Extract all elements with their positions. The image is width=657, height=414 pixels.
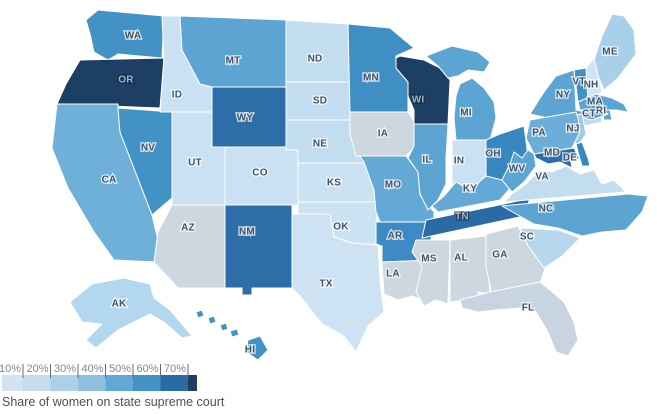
legend-tick-label-30%: 30% [54,363,76,375]
state-az[interactable] [153,204,226,289]
legend-tick-label-20%: 20% [26,363,48,375]
legend-tick-label-60%: 60% [136,363,158,375]
state-ak[interactable] [69,277,193,349]
legend-swatch-6 [160,375,188,391]
state-ia[interactable] [349,111,417,157]
state-tx[interactable] [291,213,385,353]
state-ks[interactable] [297,162,377,203]
state-me[interactable] [593,13,637,91]
state-hi[interactable] [245,335,269,361]
state-sd[interactable] [285,81,353,121]
state-va[interactable] [503,165,627,203]
state-hi[interactable] [207,315,217,325]
state-ms[interactable] [411,239,451,307]
state-nd[interactable] [285,19,351,83]
state-wa[interactable] [85,9,165,61]
legend-swatch-1 [23,375,51,391]
legend-tick-label-70%: 70% [164,363,186,375]
state-il[interactable] [407,123,449,211]
legend-swatch-7 [188,375,197,391]
legend-swatch-4 [105,375,133,391]
state-mi[interactable] [425,45,491,79]
state-or[interactable] [56,57,165,109]
legend-tick-label-10%: 10% [0,363,21,375]
state-nc[interactable] [501,193,649,237]
state-hi[interactable] [195,309,205,319]
state-hi[interactable] [219,322,229,332]
legend-swatch-0 [2,375,23,391]
state-pa[interactable] [525,111,581,155]
legend-swatch-2 [50,375,78,391]
state-md[interactable] [533,147,581,169]
state-fl[interactable] [459,281,579,357]
state-mi[interactable] [453,77,497,141]
state-nm[interactable] [224,204,293,296]
state-mt[interactable] [179,15,287,88]
state-sc[interactable] [519,227,581,269]
state-de[interactable] [575,141,591,167]
legend-caption: Share of women on state supreme court [2,395,225,409]
legend-tick-label-50%: 50% [109,363,131,375]
state-wi[interactable] [395,55,451,125]
state-ky[interactable] [431,175,513,213]
state-co[interactable] [224,146,299,206]
legend-scale: 10% 20% 30% 40% 50% 60% 70% [0,363,197,391]
state-wy[interactable] [211,86,299,148]
state-ga[interactable] [485,225,547,297]
state-al[interactable] [449,235,491,303]
state-wv[interactable] [501,149,537,193]
state-hi[interactable] [229,328,240,338]
states-layer [51,9,649,361]
legend-tick-label-40%: 40% [81,363,103,375]
legend-swatch-3 [78,375,106,391]
state-vt[interactable] [573,67,589,103]
legend-swatch-5 [133,375,161,391]
